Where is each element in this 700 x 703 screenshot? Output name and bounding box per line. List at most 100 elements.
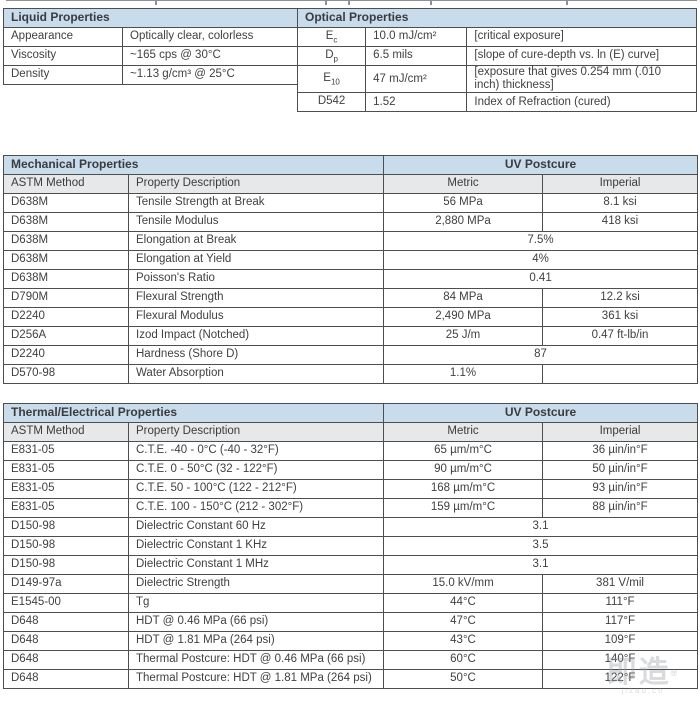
astm-method-cell: D648 xyxy=(3,669,129,689)
table-row: D542 1.52 Index of Refraction (cured) xyxy=(296,92,697,113)
table-row: D648 HDT @ 1.81 MPa (264 psi) 43°C 109°F xyxy=(3,631,699,651)
metric-value-cell: 2,490 MPa xyxy=(383,307,544,327)
astm-method-cell: D256A xyxy=(3,326,129,346)
property-description-cell: Tg xyxy=(127,593,385,613)
astm-method-cell: D150-98 xyxy=(3,555,129,575)
table-row: D2240 Hardness (Shore D) 87 xyxy=(3,345,699,365)
optical-properties-table: Optical Properties Ec 10.0 mJ/cm² [criti… xyxy=(296,8,697,113)
table-row: D638M Elongation at Break 7.5% xyxy=(3,231,699,251)
astm-method-cell: D570-98 xyxy=(3,364,129,384)
imperial-value-cell: 111°F xyxy=(542,593,699,613)
property-description-cell: Dielectric Constant 1 KHz xyxy=(127,536,385,556)
astm-method-cell: D2240 xyxy=(3,307,129,327)
property-description-cell: Tensile Strength at Break xyxy=(127,193,385,213)
col-header-imperial: Imperial xyxy=(542,174,699,194)
imperial-value-cell: 122°F xyxy=(542,669,699,689)
merged-value-cell: 3.1 xyxy=(383,555,699,575)
section-header-row: Optical Properties xyxy=(297,8,697,28)
metric-value-cell: 90 µm/m°C xyxy=(383,460,544,480)
metric-value-cell: 50°C xyxy=(383,669,544,689)
symbol-cell: Ec xyxy=(296,27,367,47)
table-row: E831-05 C.T.E. -40 - 0°C (-40 - 32°F) 65… xyxy=(3,441,699,461)
imperial-value-cell: 361 ksi xyxy=(542,307,699,327)
metric-value-cell: 25 J/m xyxy=(383,326,544,346)
property-description-cell: Elongation at Break xyxy=(127,231,385,251)
astm-method-cell: D638M xyxy=(3,269,129,289)
merged-value-cell: 4% xyxy=(383,250,699,270)
astm-method-cell: D638M xyxy=(3,193,129,213)
astm-method-cell: D638M xyxy=(3,250,129,270)
symbol-cell: D542 xyxy=(296,92,367,113)
property-description-cell: Dielectric Constant 1 MHz xyxy=(127,555,385,575)
metric-value-cell: 84 MPa xyxy=(383,288,544,308)
astm-method-cell: D648 xyxy=(3,612,129,632)
section-header-row: Thermal/Electrical Properties UV Postcur… xyxy=(2,403,699,423)
property-description-cell: Flexural Modulus xyxy=(127,307,385,327)
col-header-description: Property Description xyxy=(127,174,385,194)
col-header-astm: ASTM Method xyxy=(3,422,129,442)
value-cell: 1.52 xyxy=(365,92,468,113)
property-value-cell: ~165 cps @ 30°C xyxy=(122,46,300,66)
property-label-cell: Appearance xyxy=(3,27,123,47)
metric-value-cell: 159 µm/m°C xyxy=(383,498,544,518)
imperial-value-cell: 109°F xyxy=(542,631,699,651)
property-description-cell: Water Absorption xyxy=(127,364,385,384)
astm-method-cell: E831-05 xyxy=(3,479,129,499)
merged-value-cell: 3.5 xyxy=(383,536,699,556)
thermal-electrical-properties-table: Thermal/Electrical Properties UV Postcur… xyxy=(2,403,699,689)
astm-method-cell: D2240 xyxy=(3,345,129,365)
property-description-cell: Flexural Strength xyxy=(127,288,385,308)
table-row: D150-98 Dielectric Constant 60 Hz 3.1 xyxy=(3,517,699,537)
cropped-table-edge xyxy=(6,0,697,7)
metric-value-cell: 56 MPa xyxy=(383,193,544,213)
note-cell: [exposure that gives 0.254 mm (.010 inch… xyxy=(466,64,697,94)
table-row: D149-97a Dielectric Strength 15.0 kV/mm … xyxy=(3,574,699,594)
mechanical-properties-table: Mechanical Properties UV Postcure ASTM M… xyxy=(2,155,699,384)
table-row: D648 Thermal Postcure: HDT @ 1.81 MPa (2… xyxy=(3,669,699,689)
imperial-value-cell: 140°F xyxy=(542,650,699,670)
note-cell: [slope of cure-depth vs. ln (E) curve] xyxy=(466,46,697,66)
imperial-value-cell: 50 µin/in°F xyxy=(542,460,699,480)
property-description-cell: C.T.E. 0 - 50°C (32 - 122°F) xyxy=(127,460,385,480)
property-description-cell: C.T.E. 50 - 100°C (122 - 212°F) xyxy=(127,479,385,499)
astm-method-cell: E831-05 xyxy=(3,460,129,480)
imperial-value-cell: 93 µin/in°F xyxy=(542,479,699,499)
table-row: D648 HDT @ 0.46 MPa (66 psi) 47°C 117°F xyxy=(3,612,699,632)
column-header-row: ASTM Method Property Description Metric … xyxy=(3,174,699,194)
astm-method-cell: D638M xyxy=(3,212,129,232)
value-cell: 10.0 mJ/cm² xyxy=(365,27,468,47)
table-row: E831-05 C.T.E. 50 - 100°C (122 - 212°F) … xyxy=(3,479,699,499)
imperial-value-cell xyxy=(542,364,699,384)
property-description-cell: HDT @ 0.46 MPa (66 psi) xyxy=(127,612,385,632)
table-row: D638M Elongation at Yield 4% xyxy=(3,250,699,270)
astm-method-cell: D790M xyxy=(3,288,129,308)
table-row: E831-05 C.T.E. 100 - 150°C (212 - 302°F)… xyxy=(3,498,699,518)
imperial-value-cell: 36 µin/in°F xyxy=(542,441,699,461)
imperial-value-cell: 381 V/mil xyxy=(542,574,699,594)
table-row: Appearance Optically clear, colorless xyxy=(3,27,300,47)
metric-value-cell: 44°C xyxy=(383,593,544,613)
table-row: E831-05 C.T.E. 0 - 50°C (32 - 122°F) 90 … xyxy=(3,460,699,480)
postcure-header: UV Postcure xyxy=(383,403,699,423)
property-description-cell: C.T.E. -40 - 0°C (-40 - 32°F) xyxy=(127,441,385,461)
imperial-value-cell: 418 ksi xyxy=(542,212,699,232)
property-description-cell: Thermal Postcure: HDT @ 0.46 MPa (66 psi… xyxy=(127,650,385,670)
table-row: E1545-00 Tg 44°C 111°F xyxy=(3,593,699,613)
property-label-cell: Density xyxy=(3,65,123,85)
astm-method-cell: D150-98 xyxy=(3,536,129,556)
note-cell: [critical exposure] xyxy=(466,27,697,47)
metric-value-cell: 65 µm/m°C xyxy=(383,441,544,461)
section-title: Optical Properties xyxy=(297,8,697,28)
col-header-metric: Metric xyxy=(383,174,544,194)
col-header-metric: Metric xyxy=(383,422,544,442)
metric-value-cell: 60°C xyxy=(383,650,544,670)
value-cell: 47 mJ/cm² xyxy=(365,64,468,94)
metric-value-cell: 1.1% xyxy=(383,364,544,384)
merged-value-cell: 7.5% xyxy=(383,231,699,251)
table-row: Viscosity ~165 cps @ 30°C xyxy=(3,46,300,66)
postcure-header: UV Postcure xyxy=(383,155,699,175)
metric-value-cell: 168 µm/m°C xyxy=(383,479,544,499)
astm-method-cell: D638M xyxy=(3,231,129,251)
property-description-cell: Izod Impact (Notched) xyxy=(127,326,385,346)
merged-value-cell: 0.41 xyxy=(383,269,699,289)
